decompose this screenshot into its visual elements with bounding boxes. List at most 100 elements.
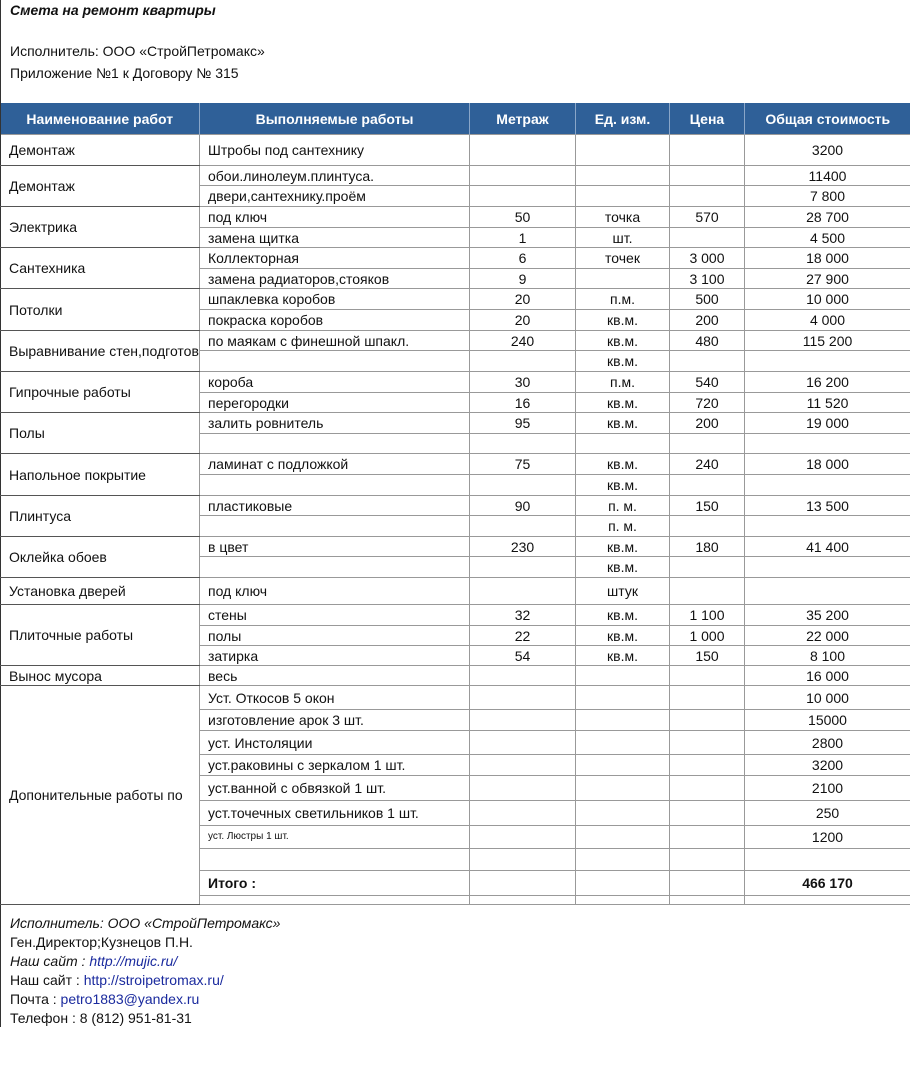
cell-unit xyxy=(575,185,670,207)
cell-work: шпаклевка коробов xyxy=(199,288,470,310)
cell-total: 27 900 xyxy=(744,268,910,289)
table-row: полы 22 кв.м. 1 000 22 000 xyxy=(1,625,910,646)
footer-executor: Исполнитель: ООО «СтройПетромакс» xyxy=(10,915,281,931)
cell-unit: кв.м. xyxy=(575,412,670,434)
table-row: Допонительные работы по Уст. Откосов 5 ок… xyxy=(0,685,910,905)
cell-unit: п.м. xyxy=(575,288,670,310)
cell-qty xyxy=(469,577,576,605)
table-row: Демонтаж Штробы под сантехнику 3200 xyxy=(0,134,910,166)
cell-unit: кв.м. xyxy=(575,392,670,413)
site2-link[interactable]: http://stroipetromax.ru/ xyxy=(83,972,224,988)
cell-unit: кв.м. xyxy=(575,309,670,331)
cell-total: 466 170 xyxy=(744,870,910,896)
cell-price xyxy=(669,685,745,710)
cell-unit: кв.м. xyxy=(575,330,670,351)
table-row: Выравнивание стен,подготовка по маякам с … xyxy=(0,330,910,372)
cell-unit xyxy=(575,848,670,871)
table-row: Плинтуса пластиковые 90 п. м. 150 13 500 xyxy=(0,495,910,537)
cell-unit xyxy=(575,775,670,801)
cell-price: 200 xyxy=(669,412,745,434)
cell-work: покраска коробов xyxy=(199,309,470,331)
cell-unit xyxy=(575,825,670,849)
cell-total xyxy=(744,433,910,454)
cell-work: затирка xyxy=(199,645,470,666)
footer-site1-label: Наш сайт : xyxy=(10,953,90,969)
cell-total: 7 800 xyxy=(744,185,910,207)
group-name: Полы xyxy=(0,412,200,454)
cell-unit xyxy=(575,754,670,776)
cell-qty: 30 xyxy=(469,371,576,393)
cell-work: залить ровнитель xyxy=(199,412,470,434)
cell-price: 500 xyxy=(669,288,745,310)
table-row: п. м. xyxy=(1,515,910,537)
cell-price xyxy=(669,474,745,496)
cell-price xyxy=(669,895,745,905)
cell-total: 2800 xyxy=(744,730,910,755)
cell-price xyxy=(669,185,745,207)
footer: Исполнитель: ООО «СтройПетромакс» Ген.Ди… xyxy=(10,914,280,1028)
cell-qty xyxy=(469,165,576,186)
cell-price: 3 000 xyxy=(669,247,745,269)
cell-total: 11400 xyxy=(744,165,910,186)
cell-qty xyxy=(469,665,576,686)
cell-unit xyxy=(575,800,670,826)
col-header-works: Выполняемые работы xyxy=(199,103,470,135)
cell-unit: кв.м. xyxy=(575,350,670,372)
cell-total: 4 500 xyxy=(744,227,910,248)
group-name: Демонтаж xyxy=(0,134,200,166)
cell-total xyxy=(744,515,910,537)
cell-price: 720 xyxy=(669,392,745,413)
appendix-line: Приложение №1 к Договору № 315 xyxy=(10,65,239,81)
cell-price: 3 100 xyxy=(669,268,745,289)
site1-link[interactable]: http://mujic.ru/ xyxy=(89,953,178,969)
cell-total: 11 520 xyxy=(744,392,910,413)
cell-price xyxy=(669,754,745,776)
cell-work: короба xyxy=(199,371,470,393)
group-name: Установка дверей xyxy=(0,577,200,605)
cell-work xyxy=(199,515,470,537)
cell-qty xyxy=(469,800,576,826)
cell-unit xyxy=(575,895,670,905)
group-name: Плинтуса xyxy=(0,495,200,537)
cell-price: 1 100 xyxy=(669,604,745,626)
table-row xyxy=(1,848,910,871)
cell-work xyxy=(199,350,470,372)
cell-total xyxy=(744,474,910,496)
group-name: Демонтаж xyxy=(0,165,200,207)
cell-work: уст. Инстоляции xyxy=(199,730,470,755)
table-row: замена радиаторов,стояков 9 3 100 27 900 xyxy=(1,268,910,289)
cell-work: стены xyxy=(199,604,470,626)
cell-work: замена щитка xyxy=(199,227,470,248)
cell-price xyxy=(669,775,745,801)
cell-total: 115 200 xyxy=(744,330,910,351)
cell-qty: 6 xyxy=(469,247,576,269)
cell-qty: 20 xyxy=(469,309,576,331)
cell-unit: кв.м. xyxy=(575,536,670,557)
cell-work: весь xyxy=(199,665,470,686)
cell-qty: 230 xyxy=(469,536,576,557)
cell-qty: 20 xyxy=(469,288,576,310)
cell-price xyxy=(669,515,745,537)
group-name: Напольное покрытие xyxy=(0,453,200,496)
cell-total: 8 100 xyxy=(744,645,910,666)
cell-price xyxy=(669,350,745,372)
cell-total: 41 400 xyxy=(744,536,910,557)
cell-total xyxy=(744,848,910,871)
cell-qty: 90 xyxy=(469,495,576,516)
cell-total: 22 000 xyxy=(744,625,910,646)
table-row: Демонтаж обои.линолеум.плинтуса. 11400 xyxy=(0,165,910,207)
cell-qty: 22 xyxy=(469,625,576,646)
cell-unit: кв.м. xyxy=(575,604,670,626)
table-row: Напольное покрытие ламинат с подложкой 75 к… xyxy=(0,453,910,496)
cell-price: 150 xyxy=(669,645,745,666)
group-name: Оклейка обоев xyxy=(0,536,200,578)
cell-unit: точек xyxy=(575,247,670,269)
footer-director: Ген.Директор;Кузнецов П.Н. xyxy=(10,934,193,950)
cell-unit: штук xyxy=(575,577,670,605)
cell-qty: 32 xyxy=(469,604,576,626)
email-link[interactable]: petro1883@yandex.ru xyxy=(60,991,200,1007)
cell-price: 200 xyxy=(669,309,745,331)
cell-work: уст.ванной с обвязкой 1 шт. xyxy=(199,775,470,801)
table-row: уст.раковины с зеркалом 1 шт. 3200 xyxy=(1,754,910,776)
cell-work: замена радиаторов,стояков xyxy=(199,268,470,289)
